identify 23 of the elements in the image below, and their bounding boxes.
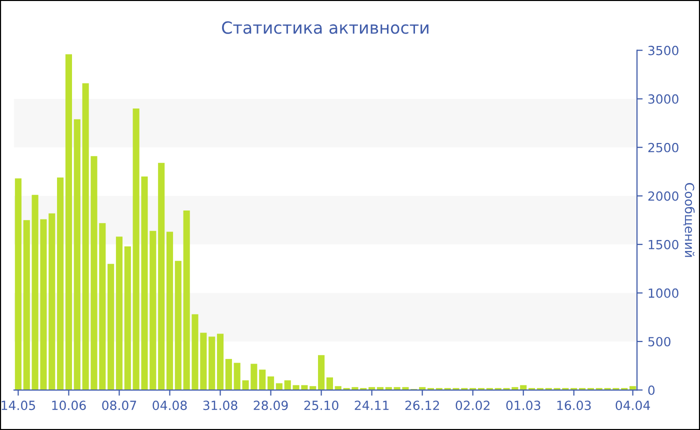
x-tick-label: 08.07 — [102, 400, 136, 410]
x-tick-label: 25.10 — [304, 400, 338, 410]
x-tick-label: 04.08 — [152, 400, 187, 410]
y-tick-label: 1500 — [648, 240, 678, 250]
y-tick-label: 500 — [648, 336, 670, 346]
x-tick-label: 26.12 — [405, 400, 439, 410]
x-tick-label: 02.02 — [456, 400, 490, 410]
y-axis-title: Сообщений — [683, 183, 695, 257]
x-tick-label: 04.04 — [616, 400, 650, 410]
y-tick-label: 3500 — [648, 46, 678, 56]
x-tick-label: 28.09 — [254, 400, 288, 410]
x-tick-label: 14.05 — [2, 400, 36, 410]
y-tick-label: 1000 — [648, 288, 678, 298]
x-tick-label: 24.11 — [354, 400, 389, 410]
y-tick-label: 0 — [648, 385, 655, 395]
x-tick-label: 16.03 — [557, 400, 591, 410]
x-tick-label: 31.08 — [203, 400, 238, 410]
y-tick-label: 2500 — [648, 142, 678, 152]
x-tick-label: 01.03 — [506, 400, 540, 410]
chart-title: Статистика активности — [222, 21, 428, 34]
y-tick-label: 3000 — [648, 94, 678, 104]
y-tick-label: 2000 — [648, 191, 678, 201]
x-tick-label: 10.06 — [52, 400, 86, 410]
